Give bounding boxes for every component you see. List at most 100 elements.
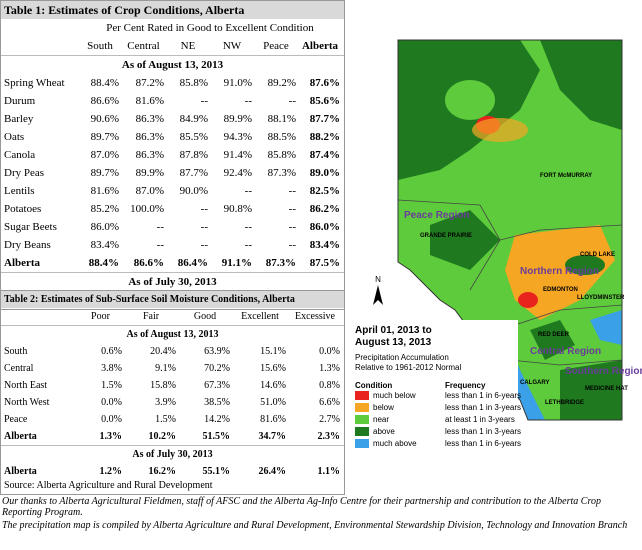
cell-value: --: [200, 221, 208, 233]
cell-value: 94.3%: [223, 131, 252, 143]
row-label: Dry Beans: [4, 239, 51, 251]
cell-value: 89.7%: [90, 167, 119, 179]
cell-value: 90.8%: [223, 203, 252, 215]
cell-value: 51.5%: [202, 431, 231, 442]
map-labels: FORT McMURRAY Peace Region GRANDE PRAIRIE C…: [404, 173, 642, 406]
row-label: Oats: [4, 131, 25, 143]
section-label: As of August 13, 2013: [1, 55, 344, 74]
cell-value: 81.6%: [135, 95, 164, 107]
cell-value: --: [244, 221, 252, 233]
cell-value: 81.6%: [260, 414, 286, 425]
cell-value: 88.5%: [267, 131, 296, 143]
table-row: Oats 89.7% 86.3% 85.5% 94.3% 88.5% 88.2%: [1, 128, 344, 146]
cell-value: 86.2%: [309, 203, 340, 215]
cell-value: --: [288, 203, 296, 215]
cell-value: --: [156, 239, 164, 251]
cell-value: 85.8%: [179, 77, 208, 89]
cell-value: 83.4%: [309, 239, 340, 251]
legend-period: August 13, 2013: [355, 337, 432, 348]
cell-value: 88.2%: [309, 131, 340, 143]
column-header-row: South Central NE NW Peace Alberta: [1, 37, 344, 55]
cell-value: 87.3%: [267, 167, 296, 179]
column-header: South: [87, 40, 113, 52]
table-row: Dry Peas 89.7% 89.9% 87.7% 92.4% 87.3% 89.0%: [1, 164, 344, 182]
map-credit: The precipitation map is compiled by Alb…: [2, 520, 628, 531]
cell-value: 0.8%: [319, 380, 340, 391]
cell-value: 91.4%: [223, 149, 252, 161]
cell-value: 89.9%: [135, 167, 164, 179]
column-header-row: Poor Fair Good Excellent Excessive: [1, 308, 344, 325]
legend-box: [352, 320, 518, 456]
table-source: Source: Alberta Agriculture and Rural De…: [4, 480, 213, 491]
section-label: As of July 30, 2013: [1, 272, 344, 291]
cell-value: 86.3%: [135, 131, 164, 143]
legend-condition: much above: [373, 439, 417, 448]
cell-value: 92.4%: [223, 167, 252, 179]
map-label: CALGARY: [520, 380, 549, 386]
table-title: Table 1: Estimates of Crop Conditions, A…: [1, 1, 344, 19]
region-boundaries: [397, 199, 623, 366]
cell-value: 86.6%: [90, 95, 119, 107]
cell-value: 100.0%: [130, 203, 164, 215]
legend-swatch: [355, 415, 369, 424]
cell-value: 85.2%: [90, 203, 119, 215]
map-label: RED DEER: [538, 332, 570, 338]
cell-value: 15.6%: [260, 363, 286, 374]
map-label: Peace Region: [404, 210, 470, 221]
row-label: Alberta: [4, 431, 37, 442]
cell-value: --: [288, 239, 296, 251]
cell-value: 20.4%: [150, 346, 176, 357]
legend-period: April 01, 2013 to: [355, 325, 432, 336]
row-label: North West: [4, 397, 50, 408]
column-header: Poor: [91, 311, 110, 322]
cell-value: 1.5%: [101, 380, 122, 391]
cell-value: 85.5%: [179, 131, 208, 143]
cell-value: 87.7%: [179, 167, 208, 179]
column-header: Good: [193, 311, 217, 322]
legend-condition: below: [373, 403, 394, 412]
table-row: Alberta 88.4% 86.6% 86.4% 91.1% 87.3% 87.5%: [1, 254, 344, 272]
table-row: Canola 87.0% 86.3% 87.8% 91.4% 85.8% 87.4%: [1, 146, 344, 164]
map-label: Northern Region: [520, 266, 599, 277]
cell-value: --: [200, 239, 208, 251]
map-label: COLD LAKE: [580, 252, 615, 258]
row-label: Alberta: [4, 257, 41, 269]
map-label: LLOYDMINSTER: [577, 295, 625, 301]
cell-value: 15.8%: [150, 380, 176, 391]
table-row: Lentils 81.6% 87.0% 90.0% -- -- 82.5%: [1, 182, 344, 200]
cell-value: --: [244, 185, 252, 197]
map-label: Southern Region: [565, 366, 642, 377]
cell-value: 67.3%: [204, 380, 230, 391]
table-row: North East 1.5% 15.8% 67.3% 14.6% 0.8%: [1, 377, 344, 394]
cell-value: 14.6%: [260, 380, 286, 391]
cell-value: 87.4%: [309, 149, 340, 161]
cell-value: 83.4%: [90, 239, 119, 251]
column-header: Excessive: [295, 311, 335, 322]
table-row: South 0.6% 20.4% 63.9% 15.1% 0.0%: [1, 343, 344, 360]
row-label: Barley: [4, 113, 34, 125]
cell-value: 84.9%: [179, 113, 208, 125]
cell-value: 91.1%: [221, 257, 252, 269]
cell-value: 86.0%: [309, 221, 340, 233]
cell-value: --: [244, 95, 252, 107]
cell-value: 82.5%: [309, 185, 340, 197]
cell-value: 87.0%: [135, 185, 164, 197]
cell-value: 90.0%: [179, 185, 208, 197]
cell-value: 86.4%: [177, 257, 208, 269]
cell-value: 87.7%: [309, 113, 340, 125]
table-row: Alberta 1.3% 10.2% 51.5% 34.7% 2.3%: [1, 428, 344, 445]
legend-frequency: less than 1 in 3-years: [445, 403, 521, 412]
cell-value: 85.6%: [309, 95, 340, 107]
cell-value: --: [244, 239, 252, 251]
row-label: Sugar Beets: [4, 221, 57, 233]
cell-value: 55.1%: [202, 466, 231, 477]
cell-value: 86.3%: [135, 113, 164, 125]
cell-value: 81.6%: [90, 185, 119, 197]
map-label: MEDICINE HAT: [585, 386, 628, 392]
cell-value: 89.0%: [309, 167, 340, 179]
cell-value: 38.5%: [204, 397, 230, 408]
cell-value: 3.9%: [155, 397, 176, 408]
column-header: Alberta: [301, 40, 339, 52]
